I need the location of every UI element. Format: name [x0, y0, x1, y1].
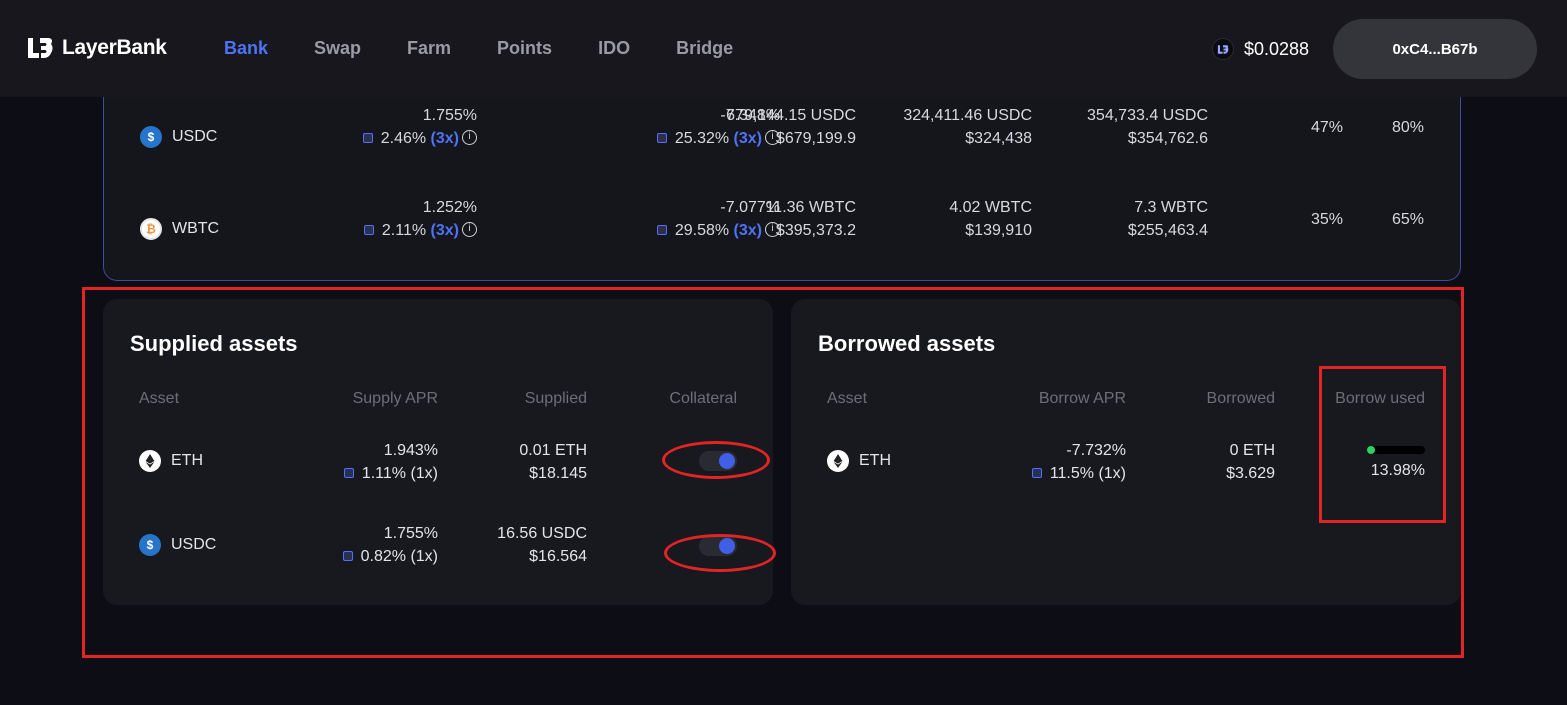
usdc-icon: $ [140, 126, 162, 148]
highlight-box-borrow-used [1319, 366, 1446, 523]
highlight-box-positions [82, 287, 1464, 658]
borrowed-assets-panel: Borrowed assets Asset Borrow APR Borrowe… [791, 299, 1461, 605]
supply-apr: 1.252% 2.11% (3x) i [363, 196, 477, 242]
main-nav: Bank Swap Farm Points IDO Bridge [224, 38, 779, 59]
supply-apr-cell: 1.755% 0.82% (1x) [342, 522, 438, 568]
supplied-amount-cell: 0.01 ETH $18.145 [519, 442, 587, 482]
column-header-asset: Asset [139, 390, 180, 407]
nav-swap[interactable]: Swap [314, 38, 362, 58]
market-asset: $ USDC [140, 126, 217, 148]
lab-token-icon [343, 467, 354, 478]
borrow-used-bar [1367, 446, 1425, 454]
total-supply: 11.36 WBTC $395,373.2 [765, 199, 856, 239]
wbtc-icon: ₿ [140, 218, 162, 240]
total-supply: 679,144.15 USDC $679,199.9 [726, 107, 856, 147]
table-row[interactable]: $ USDC 1.755% 2.46% (3x) i -7.348% 25.32%… [104, 104, 1460, 164]
lab-token-icon [1031, 467, 1042, 478]
borrowed-assets-title: Borrowed assets [818, 331, 996, 356]
token-price: $0.0288 [1212, 38, 1309, 60]
supply-apr-cell: 1.943% 1.11% (1x) [343, 439, 438, 485]
brand-logo[interactable]: LayerBank [26, 36, 167, 60]
lab-token-icon [342, 550, 353, 561]
supplied-asset-usdc[interactable]: $ USDC [139, 534, 216, 556]
lab-token-icon [362, 132, 373, 143]
column-header-asset: Asset [827, 390, 868, 407]
info-icon[interactable]: i [462, 130, 477, 146]
top-header: LayerBank Bank Swap Farm Points IDO Brid… [0, 0, 1567, 97]
layerbank-logo-icon [26, 36, 54, 60]
info-icon[interactable]: i [765, 222, 780, 238]
market-asset-label: USDC [172, 128, 218, 145]
supplied-amount-cell: 16.56 USDC $16.564 [497, 525, 587, 565]
column-header-supply-apr: Supply APR [352, 390, 438, 407]
lab-token-icon [363, 224, 374, 235]
nav-bank[interactable]: Bank [224, 38, 269, 58]
nav-points[interactable]: Points [497, 38, 553, 58]
highlight-ellipse-usdc-toggle [664, 534, 776, 572]
liquidity: 354,733.4 USDC $354,762.6 [1087, 107, 1208, 147]
info-icon[interactable]: i [462, 222, 477, 238]
table-row[interactable]: ₿ WBTC 1.252% 2.11% (3x) i -7.077% 29.58%… [104, 196, 1460, 256]
nav-farm[interactable]: Farm [407, 38, 452, 58]
column-header-supplied: Supplied [524, 390, 587, 407]
lab-token-icon [656, 132, 667, 143]
eth-icon [827, 450, 849, 472]
liquidity: 7.3 WBTC $255,463.4 [1127, 199, 1208, 239]
total-borrow: 4.02 WBTC $139,910 [949, 199, 1032, 239]
info-icon[interactable]: i [765, 130, 780, 146]
asset-label: USDC [171, 536, 217, 553]
nav-bridge[interactable]: Bridge [676, 38, 734, 58]
highlight-ellipse-eth-toggle [662, 441, 770, 479]
supplied-asset-eth[interactable]: ETH [139, 450, 203, 472]
borrowed-asset-eth[interactable]: ETH [827, 450, 891, 472]
pct-b: 80% [1391, 119, 1424, 136]
pct-a: 35% [1310, 211, 1343, 228]
supplied-assets-panel: Supplied assets Asset Supply APR Supplie… [103, 299, 773, 605]
usdc-icon: $ [139, 534, 161, 556]
brand-name: LayerBank [62, 36, 167, 59]
lab-token-icon [656, 224, 667, 235]
token-price-value: $0.0288 [1244, 38, 1310, 59]
asset-label: ETH [171, 452, 203, 469]
total-borrow: 324,411.46 USDC $324,438 [903, 107, 1032, 147]
borrow-apr: -7.077% 29.58% (3x) i [656, 196, 780, 242]
borrowed-amount-cell: 0 ETH $3.629 [1226, 442, 1275, 482]
asset-label: ETH [859, 452, 891, 469]
eth-icon [139, 450, 161, 472]
lab-token-icon [1212, 38, 1234, 60]
pct-b: 65% [1391, 211, 1424, 228]
column-header-borrow-used: Borrow used [1335, 390, 1425, 407]
column-header-borrow-apr: Borrow APR [1038, 390, 1126, 407]
supply-apr: 1.755% 2.46% (3x) i [362, 104, 477, 150]
borrow-used-bar-fill [1367, 446, 1376, 454]
borrow-used-percent: 13.98% [1370, 462, 1425, 479]
supplied-assets-title: Supplied assets [130, 331, 298, 356]
market-asset-label: WBTC [172, 220, 220, 237]
wallet-address-button[interactable]: 0xC4...B67b [1333, 19, 1537, 79]
borrow-apr: -7.348% 25.32% (3x) i [656, 104, 780, 150]
pct-a: 47% [1310, 119, 1343, 136]
market-asset: ₿ WBTC [140, 218, 219, 240]
nav-ido[interactable]: IDO [598, 38, 631, 58]
column-header-borrowed: Borrowed [1206, 390, 1275, 407]
borrow-apr-cell: -7.732% 11.5% (1x) [1031, 439, 1126, 485]
column-header-collateral: Collateral [669, 390, 737, 407]
